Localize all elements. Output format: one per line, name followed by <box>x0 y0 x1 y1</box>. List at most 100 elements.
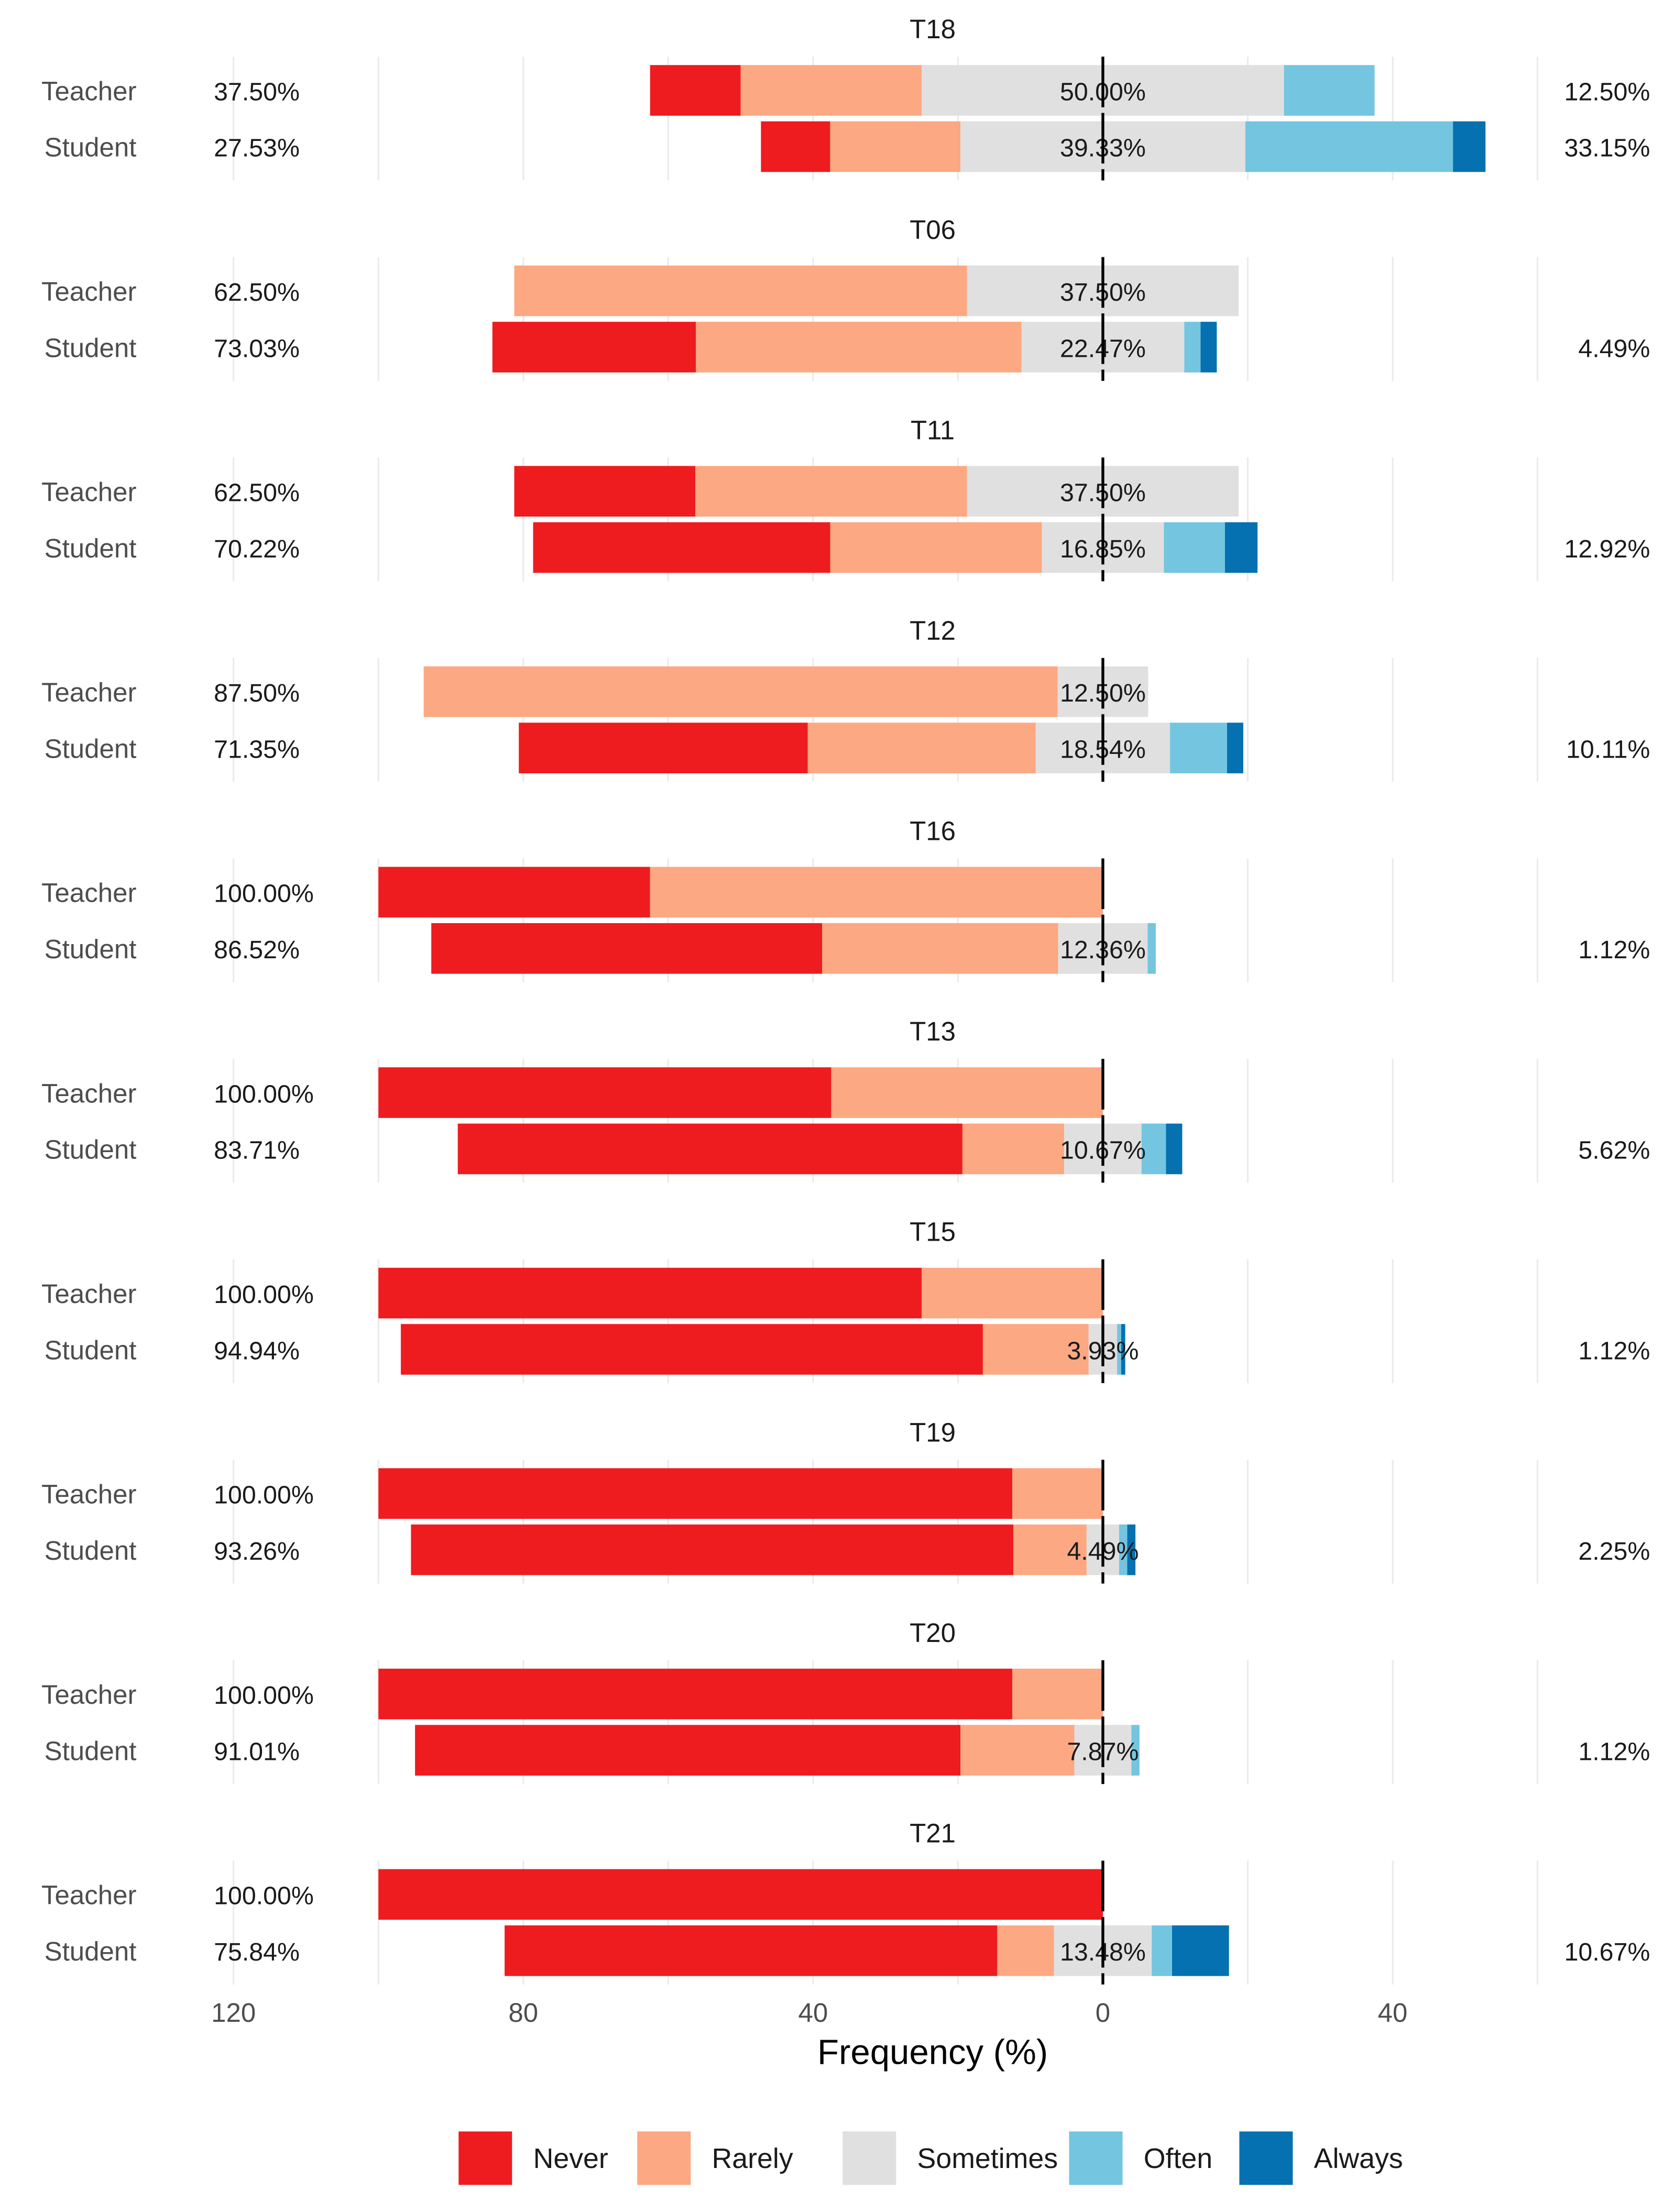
left-percent-label: 100.00% <box>214 1481 314 1509</box>
x-axis-title: Frequency (%) <box>817 2032 1048 2072</box>
legend-item-often: Often <box>1069 2131 1212 2185</box>
left-percent-label: 73.03% <box>214 334 300 363</box>
panel-title: T11 <box>911 415 955 445</box>
bar-segment-never <box>650 65 741 116</box>
bar-segment-never <box>761 121 830 172</box>
x-tick-label: 40 <box>1378 1998 1408 2028</box>
bar-segment-rarely <box>696 322 1022 373</box>
row-label: Student <box>45 1135 137 1165</box>
bar-segment-rarely <box>1012 1468 1103 1519</box>
bar-segment-rarely <box>822 923 1058 974</box>
left-percent-label: 87.50% <box>214 679 300 707</box>
right-percent-label: 2.25% <box>1578 1537 1650 1565</box>
legend-swatch <box>458 2131 512 2185</box>
legend-label: Never <box>533 2143 608 2174</box>
row-label: Teacher <box>41 677 136 707</box>
legend-label: Rarely <box>712 2143 793 2174</box>
left-percent-label: 100.00% <box>214 1882 314 1910</box>
panel-title: T06 <box>910 215 956 245</box>
bar-segment-never <box>378 1668 1013 1720</box>
left-percent-label: 93.26% <box>214 1537 300 1565</box>
bar-segment-often <box>1170 722 1227 774</box>
x-tick-label: 40 <box>798 1998 828 2028</box>
bar-segment-rarely <box>830 522 1042 573</box>
row-label: Teacher <box>41 1880 136 1910</box>
right-percent-label: 5.62% <box>1578 1136 1650 1165</box>
bar-segment-never <box>378 1267 922 1319</box>
legend: Never Rarely Sometimes Often Always <box>458 2131 1403 2185</box>
panel-title: T21 <box>910 1819 956 1848</box>
row-label: Teacher <box>41 1479 136 1509</box>
bar-segment-rarely <box>997 1925 1054 1976</box>
bar-segment-always <box>1227 722 1243 774</box>
left-percent-label: 100.00% <box>214 880 314 908</box>
row-label: Teacher <box>41 1078 136 1108</box>
bar-segment-often <box>1131 1725 1140 1776</box>
right-percent-label: 10.67% <box>1564 1938 1650 1966</box>
bar-segment-never <box>378 1468 1013 1519</box>
bar-segment-never <box>415 1725 961 1776</box>
bar-segment-rarely <box>982 1324 1089 1375</box>
bar-segment-always <box>1166 1123 1183 1175</box>
right-percent-label: 12.50% <box>1564 78 1650 106</box>
bar-segment-rarely <box>514 265 967 316</box>
bar-segment-rarely <box>830 121 961 172</box>
bar-segment-always <box>1224 522 1258 573</box>
row-label: Teacher <box>41 76 136 106</box>
bar-segment-rarely <box>962 1123 1065 1175</box>
row-label: Teacher <box>41 477 136 507</box>
bar-segment-never <box>378 867 650 918</box>
row-label: Teacher <box>41 878 136 908</box>
left-percent-label: 27.53% <box>214 134 300 162</box>
bar-segment-always <box>1121 1324 1125 1375</box>
row-label: Student <box>45 934 137 964</box>
row-label: Teacher <box>41 1680 136 1710</box>
bar-segment-often <box>1184 322 1201 373</box>
bar-segment-always <box>1453 121 1486 172</box>
x-tick-label: 80 <box>508 1998 538 2028</box>
bar-segment-never <box>514 466 696 517</box>
legend-item-never: Never <box>458 2131 608 2185</box>
bar-segment-often <box>1152 1925 1172 1976</box>
bar-segment-often <box>1164 522 1225 573</box>
x-tick-label: 0 <box>1096 1998 1110 2028</box>
right-percent-label: 12.92% <box>1564 535 1650 563</box>
left-percent-label: 75.84% <box>214 1938 300 1966</box>
left-percent-label: 94.94% <box>214 1337 300 1365</box>
bar-segment-often <box>1147 923 1156 974</box>
left-percent-label: 86.52% <box>214 936 300 964</box>
bar-segment-never <box>533 522 830 573</box>
left-percent-label: 83.71% <box>214 1136 300 1165</box>
x-tick-label: 120 <box>211 1998 256 2028</box>
bar-segment-rarely <box>423 666 1058 717</box>
bar-segment-rarely <box>740 65 922 116</box>
bar-segment-always <box>1172 1925 1229 1976</box>
bar-segment-never <box>401 1324 983 1375</box>
right-percent-label: 10.11% <box>1566 735 1650 763</box>
left-percent-label: 70.22% <box>214 535 300 563</box>
left-percent-label: 71.35% <box>214 735 300 763</box>
bar-segment-rarely <box>922 1267 1103 1319</box>
legend-item-always: Always <box>1239 2131 1403 2185</box>
bar-segment-rarely <box>1012 1668 1103 1720</box>
bar-segment-never <box>378 1869 1103 1920</box>
row-label: Student <box>45 133 137 162</box>
bar-segment-never <box>505 1925 998 1976</box>
legend-label: Sometimes <box>917 2143 1058 2174</box>
left-percent-label: 91.01% <box>214 1737 300 1766</box>
bar-segment-never <box>378 1067 831 1118</box>
panel-title: T18 <box>910 14 956 44</box>
panel-title: T19 <box>910 1417 956 1447</box>
row-label: Student <box>45 733 137 763</box>
legend-label: Always <box>1314 2143 1403 2174</box>
legend-swatch <box>843 2131 896 2185</box>
right-percent-label: 1.12% <box>1578 1337 1650 1365</box>
legend-swatch <box>637 2131 691 2185</box>
